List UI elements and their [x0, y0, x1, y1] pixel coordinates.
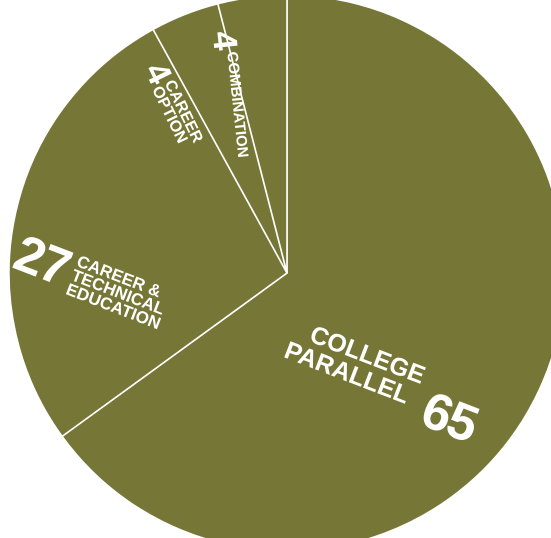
pie-slice [217, 0, 288, 274]
pie-slices [8, 0, 551, 538]
pie-slice [8, 28, 288, 438]
pie-slice [61, 0, 551, 538]
slice-value-label: 4 [205, 29, 245, 52]
